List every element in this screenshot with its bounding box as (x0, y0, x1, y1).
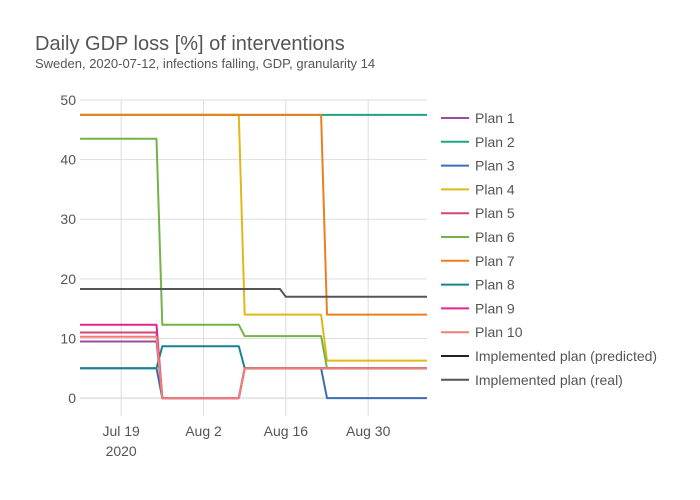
legend-label: Implemented plan (predicted) (475, 348, 657, 364)
legend-label: Plan 10 (475, 324, 523, 340)
legend-label: Plan 8 (475, 277, 515, 293)
legend-label: Plan 5 (475, 205, 515, 221)
y-tick-label: 0 (68, 390, 76, 406)
y-tick-label: 30 (60, 211, 76, 227)
legend-label: Plan 1 (475, 110, 515, 126)
chart-title: Daily GDP loss [%] of interventions (35, 33, 345, 55)
x-tick-label: Jul 19 (102, 423, 140, 439)
series-line-7 (80, 113, 427, 316)
legend-label: Plan 4 (475, 181, 515, 197)
x-tick-year-label: 2020 (106, 443, 137, 459)
legend-label: Implemented plan (real) (475, 372, 623, 388)
x-tick-label: Aug 30 (346, 423, 391, 439)
legend: Plan 1 Plan 2 Plan 3 Plan 4 Plan 5 Plan 6 Plan… (441, 110, 657, 388)
axes: 0 10 20 30 40 50 Jul 19 2020 Aug 2 Aug 16 Aug 30 (60, 92, 390, 459)
series-line-1 (80, 340, 427, 400)
x-tick-label: Aug 2 (185, 423, 222, 439)
series-line-8 (80, 345, 427, 370)
chart-subtitle: Sweden, 2020-07-12, infections falling, … (35, 56, 375, 71)
legend-label: Plan 6 (475, 229, 515, 245)
legend-label: Plan 2 (475, 134, 515, 150)
series-line-12 (80, 288, 427, 298)
series-line-3 (80, 367, 427, 400)
series-line-10 (80, 335, 427, 400)
y-tick-label: 20 (60, 271, 76, 287)
y-tick-label: 10 (60, 330, 76, 346)
series-line-4 (80, 113, 427, 362)
legend-label: Plan 9 (475, 300, 515, 316)
y-tick-label: 50 (60, 92, 76, 108)
plot-area (80, 113, 427, 400)
legend-label: Plan 7 (475, 253, 515, 269)
series-line-6 (80, 137, 427, 370)
x-tick-label: Aug 16 (264, 423, 309, 439)
y-tick-label: 40 (60, 152, 76, 168)
legend-label: Plan 3 (475, 158, 515, 174)
